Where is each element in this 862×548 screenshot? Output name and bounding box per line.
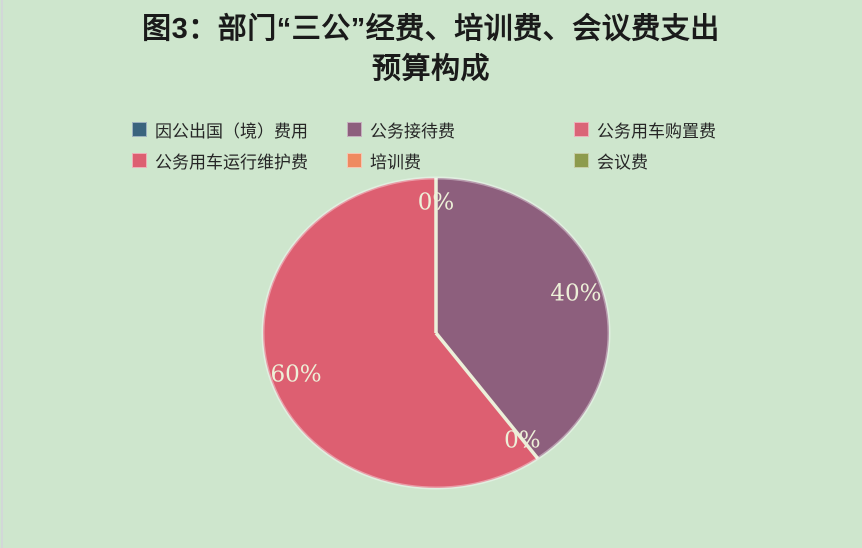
legend-marker-icon bbox=[132, 152, 147, 168]
chart-title: 图3：部门“三公”经费、培训费、会议费支出 预算构成 bbox=[0, 9, 862, 89]
legend-item-2: 公务接待费 bbox=[347, 114, 574, 144]
legend-label: 公务用车购置费 bbox=[597, 121, 716, 141]
pie-data-label: 60% bbox=[271, 362, 322, 388]
legend-marker-icon bbox=[347, 121, 362, 137]
legend-item-3: 公务用车购置费 bbox=[574, 114, 804, 144]
legend-label: 公务用车运行维护费 bbox=[155, 152, 308, 172]
legend-marker-icon bbox=[574, 121, 589, 137]
legend-label: 公务接待费 bbox=[370, 121, 455, 141]
legend-marker-icon bbox=[132, 121, 147, 137]
chart-title-line2: 预算构成 bbox=[371, 53, 490, 85]
pie-data-label: 0% bbox=[418, 189, 455, 215]
pie-slice-4 bbox=[263, 178, 538, 489]
legend-item-6: 会议费 bbox=[574, 145, 804, 175]
legend-label: 因公出国（境）费用 bbox=[155, 121, 308, 141]
pie-slice-2 bbox=[436, 178, 610, 459]
legend-label: 会议费 bbox=[597, 152, 648, 172]
legend-item-1: 因公出国（境）费用 bbox=[132, 114, 347, 144]
pie-data-label: 40% bbox=[550, 280, 601, 306]
legend-marker-icon bbox=[574, 152, 589, 168]
pie-divider bbox=[434, 331, 540, 460]
left-edge-line bbox=[1, 0, 3, 548]
legend-marker-icon bbox=[347, 152, 362, 168]
pie-rim bbox=[261, 176, 611, 490]
legend: 因公出国（境）费用 公务接待费 公务用车购置费 公务用车运行维护费 培训费 会议… bbox=[132, 114, 804, 175]
legend-item-5: 培训费 bbox=[347, 145, 574, 175]
legend-item-4: 公务用车运行维护费 bbox=[132, 145, 347, 175]
chart-title-line1: 图3：部门“三公”经费、培训费、会议费支出 bbox=[142, 13, 720, 45]
legend-label: 培训费 bbox=[370, 152, 421, 172]
pie-data-label: 0% bbox=[504, 428, 541, 454]
